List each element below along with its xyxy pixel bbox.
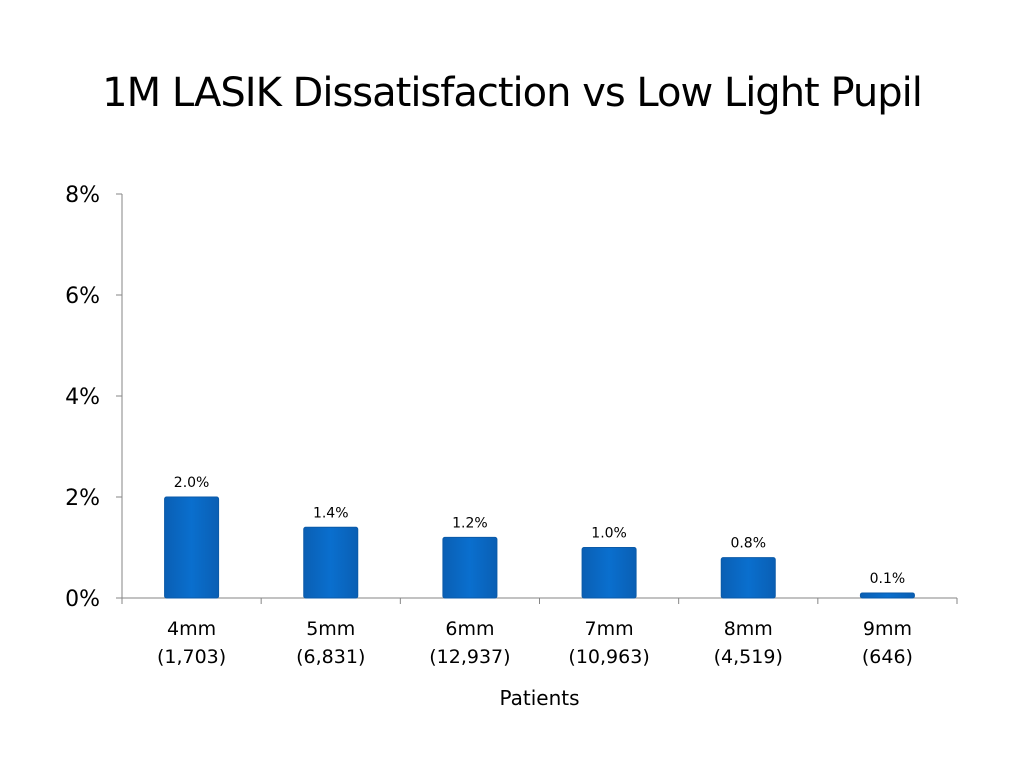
x-tick-count-label: (12,937) <box>429 646 510 668</box>
y-tick-label: 4% <box>65 385 100 410</box>
bar <box>164 496 220 599</box>
data-label: 1.4% <box>313 505 349 521</box>
data-label: 2.0% <box>174 475 210 491</box>
x-axis-title: Patients <box>499 686 579 710</box>
bar <box>720 557 776 599</box>
y-tick-label: 0% <box>65 587 100 612</box>
x-tick-count-label: (4,519) <box>714 646 783 668</box>
bar <box>859 592 915 599</box>
y-tick-label: 6% <box>65 284 100 309</box>
bar <box>303 526 359 599</box>
x-tick-label: 7mm <box>585 618 634 640</box>
data-label: 1.0% <box>591 526 627 542</box>
x-tick-label: 4mm <box>167 618 216 640</box>
x-tick-label: 9mm <box>863 618 912 640</box>
chart-title: 1M LASIK Dissatisfaction vs Low Light Pu… <box>102 70 923 116</box>
bar <box>442 536 498 599</box>
data-label: 0.1% <box>870 571 906 587</box>
bar <box>581 547 637 599</box>
x-tick-count-label: (1,703) <box>157 646 226 668</box>
x-tick-label: 8mm <box>724 618 773 640</box>
y-tick-label: 8% <box>65 183 100 208</box>
y-tick-label: 2% <box>65 486 100 511</box>
data-label: 1.2% <box>452 515 488 531</box>
x-tick-count-label: (646) <box>862 646 913 668</box>
data-label: 0.8% <box>730 536 766 552</box>
x-tick-label: 5mm <box>306 618 355 640</box>
x-tick-count-label: (6,831) <box>296 646 365 668</box>
x-tick-label: 6mm <box>445 618 494 640</box>
x-tick-count-label: (10,963) <box>568 646 649 668</box>
